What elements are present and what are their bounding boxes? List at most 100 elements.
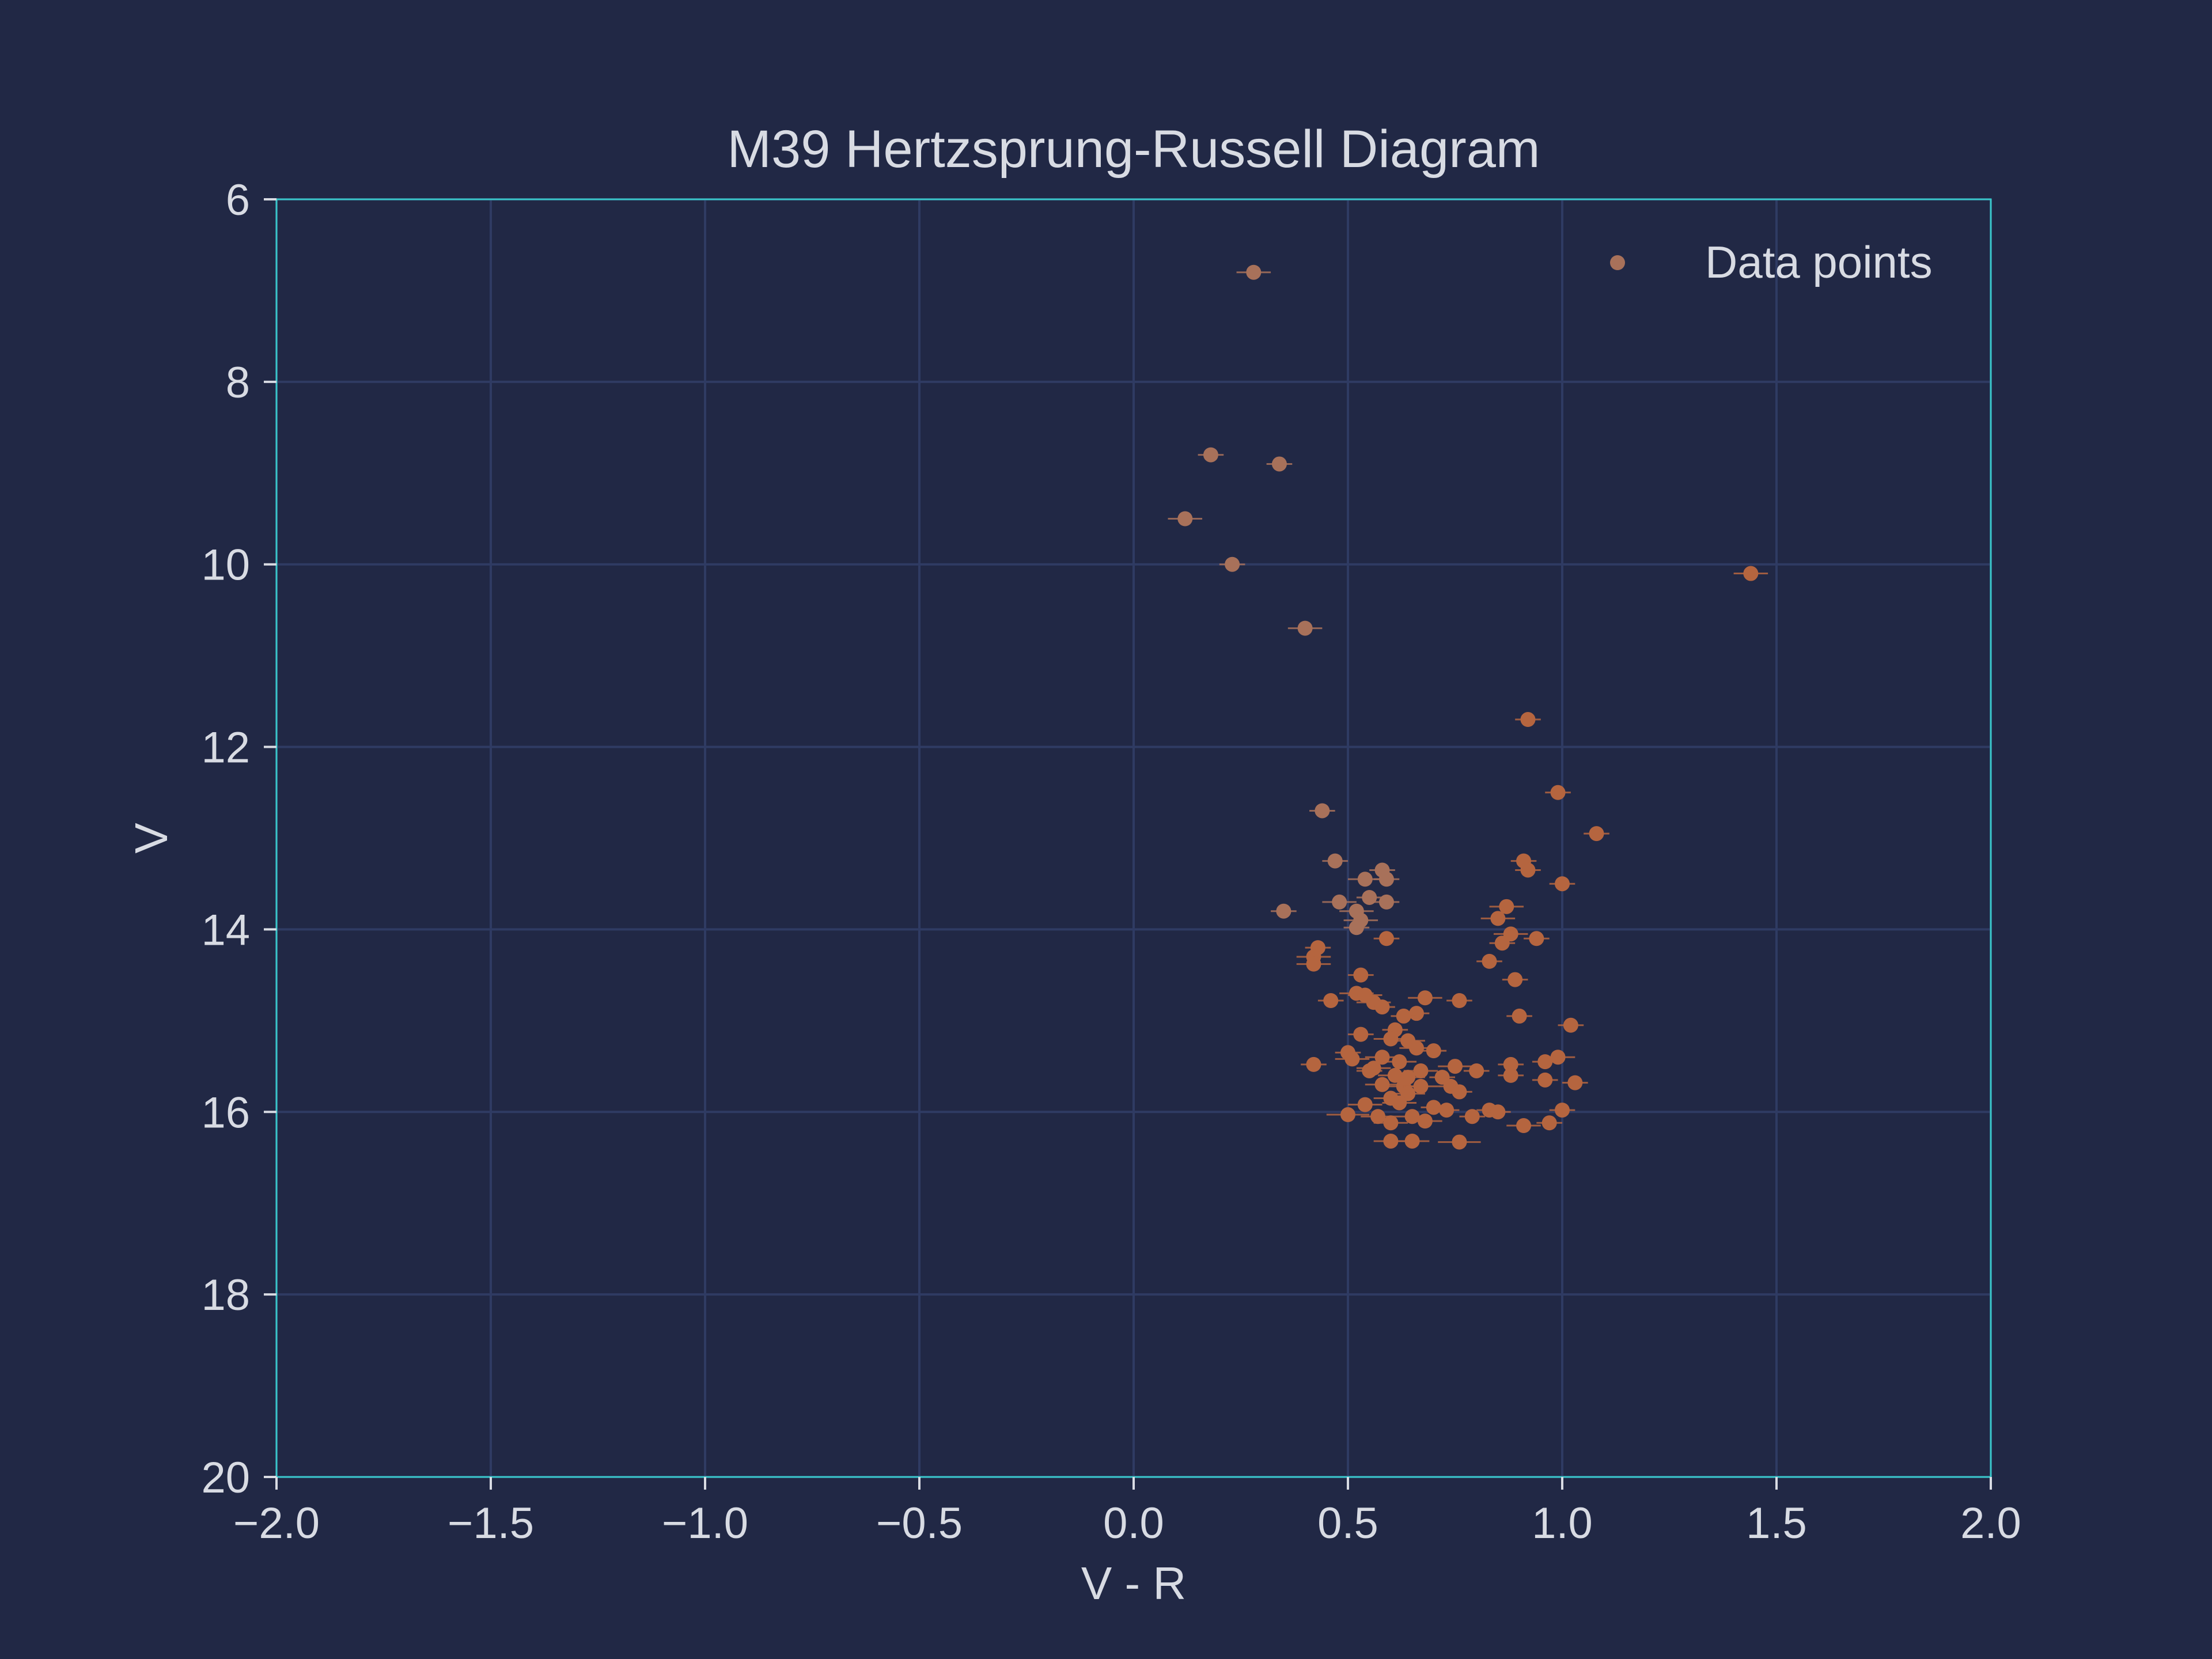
data-point — [1550, 1050, 1566, 1065]
data-point — [1469, 1063, 1484, 1078]
data-point — [1362, 889, 1377, 905]
data-point — [1409, 1040, 1425, 1056]
data-point — [1448, 1059, 1463, 1074]
data-point — [1529, 931, 1544, 946]
legend-label: Data points — [1705, 237, 1933, 287]
x-tick-label: 0.0 — [1103, 1499, 1164, 1548]
data-point — [1404, 1133, 1420, 1149]
data-point — [1297, 620, 1313, 636]
x-tick-label: −1.0 — [662, 1499, 748, 1548]
data-point — [1353, 1027, 1369, 1042]
data-point — [1378, 894, 1394, 910]
data-point — [1349, 920, 1364, 935]
data-point — [1353, 967, 1369, 983]
data-point — [1490, 911, 1506, 926]
x-tick-label: −2.0 — [233, 1499, 320, 1548]
data-point — [1494, 935, 1510, 951]
data-point — [1439, 1103, 1455, 1118]
data-point — [1417, 1113, 1433, 1129]
data-point — [1327, 853, 1343, 869]
y-tick-label: 8 — [226, 358, 250, 407]
data-point — [1452, 1084, 1467, 1100]
data-point — [1520, 862, 1536, 878]
data-point — [1332, 894, 1347, 910]
x-tick-label: −1.5 — [448, 1499, 534, 1548]
y-tick-label: 12 — [201, 724, 250, 772]
data-point — [1503, 1056, 1518, 1072]
data-point — [1387, 1067, 1403, 1083]
data-point — [1555, 876, 1570, 892]
data-point — [1378, 872, 1394, 887]
data-point — [1271, 456, 1287, 472]
y-tick-label: 18 — [201, 1271, 250, 1320]
data-point — [1555, 1103, 1570, 1118]
y-axis-ticks: 6 8 10 12 14 16 18 20 — [201, 176, 276, 1502]
data-point — [1246, 264, 1262, 280]
data-point — [1357, 1097, 1373, 1112]
data-point — [1520, 712, 1536, 728]
data-point — [1344, 1051, 1360, 1067]
chart-title: M39 Hertzsprung-Russell Diagram — [727, 120, 1540, 179]
x-tick-label: 1.0 — [1532, 1499, 1593, 1548]
x-tick-label: 2.0 — [1960, 1499, 2021, 1548]
data-point — [1482, 953, 1497, 969]
legend: Data points — [1610, 237, 1933, 287]
data-point — [1426, 1100, 1441, 1115]
y-axis-label: V — [126, 823, 177, 854]
data-point — [1374, 1077, 1390, 1092]
data-point — [1340, 1107, 1355, 1123]
x-axis-ticks: −2.0 −1.5 −1.0 −0.5 0.0 0.5 1.0 1.5 2.0 — [233, 1477, 2021, 1548]
data-point — [1323, 993, 1339, 1009]
y-tick-label: 20 — [201, 1453, 250, 1502]
data-point — [1276, 903, 1291, 919]
data-point — [1426, 1043, 1441, 1059]
data-point — [1490, 1104, 1506, 1120]
data-point — [1499, 899, 1514, 914]
data-point — [1516, 1118, 1532, 1134]
data-point — [1413, 1078, 1429, 1094]
data-point — [1392, 1054, 1407, 1070]
data-point — [1567, 1075, 1583, 1090]
data-point — [1203, 447, 1218, 463]
data-point — [1589, 826, 1604, 842]
data-point — [1357, 872, 1373, 887]
data-point — [1563, 1017, 1578, 1033]
x-tick-label: −0.5 — [876, 1499, 963, 1548]
data-point — [1550, 785, 1566, 800]
x-axis-label: V - R — [1081, 1558, 1186, 1609]
data-point — [1537, 1072, 1553, 1088]
data-point — [1512, 1008, 1527, 1024]
data-point — [1417, 990, 1433, 1006]
data-point — [1541, 1115, 1557, 1131]
y-tick-label: 16 — [201, 1088, 250, 1137]
data-point — [1383, 1133, 1399, 1149]
data-point — [1177, 511, 1193, 527]
data-point — [1503, 1067, 1518, 1083]
data-point — [1396, 1008, 1411, 1024]
data-point — [1225, 556, 1240, 572]
data-point — [1370, 1109, 1386, 1124]
data-point — [1743, 566, 1759, 581]
data-point — [1464, 1109, 1480, 1124]
data-point — [1452, 993, 1467, 1009]
y-tick-label: 14 — [201, 906, 250, 955]
data-point — [1508, 972, 1523, 987]
y-tick-label: 6 — [226, 176, 250, 225]
x-tick-label: 1.5 — [1746, 1499, 1807, 1548]
data-point — [1362, 1063, 1377, 1078]
data-point — [1383, 1031, 1399, 1047]
data-point — [1378, 931, 1394, 946]
legend-marker — [1610, 255, 1625, 270]
data-point — [1409, 1006, 1425, 1021]
data-point — [1452, 1134, 1467, 1150]
data-point — [1306, 956, 1321, 972]
data-point — [1306, 1056, 1321, 1072]
x-tick-label: 0.5 — [1317, 1499, 1378, 1548]
data-points — [1168, 264, 1768, 1150]
data-point — [1392, 1095, 1407, 1111]
data-point — [1374, 999, 1390, 1015]
data-point — [1413, 1063, 1429, 1078]
y-tick-label: 10 — [201, 541, 250, 590]
data-point — [1383, 1115, 1399, 1131]
